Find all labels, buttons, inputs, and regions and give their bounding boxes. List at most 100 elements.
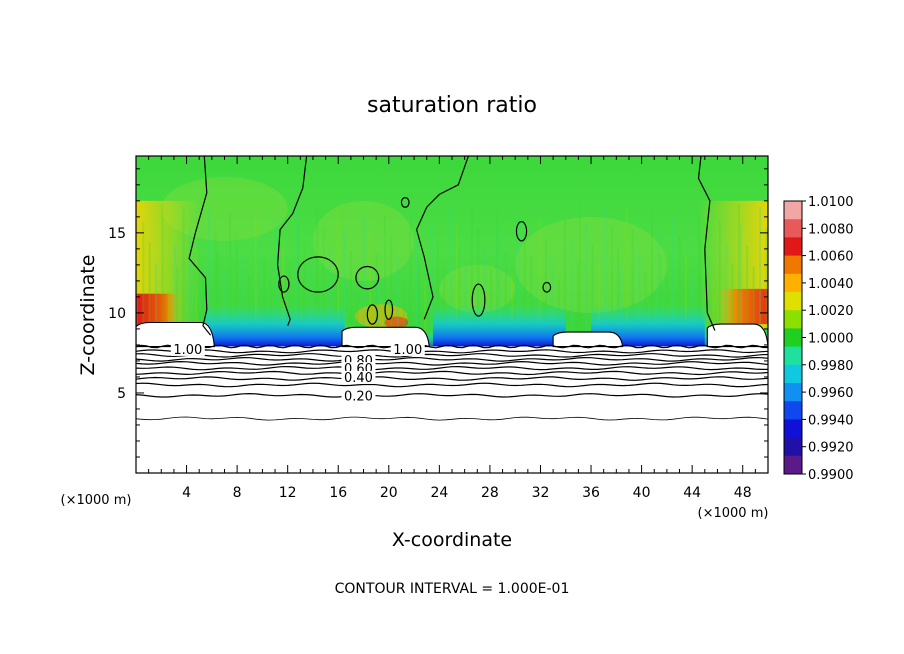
contour-closed [366, 304, 379, 325]
streak [576, 261, 579, 347]
colorbar-label: 0.9920 [808, 441, 854, 456]
cloud-mound [341, 326, 430, 348]
colorbar-swatch [784, 292, 802, 311]
streak [242, 255, 245, 347]
contour-closed [542, 281, 552, 293]
streak [254, 216, 257, 347]
streak [551, 258, 554, 347]
colorbar-label: 0.9940 [808, 413, 854, 428]
streak [229, 213, 232, 347]
colorbar-swatch [784, 273, 802, 293]
streak [362, 212, 365, 347]
contour-line-upper [188, 156, 212, 336]
streak [684, 256, 687, 347]
red-patch-center [384, 316, 409, 329]
colorbar-swatch [784, 419, 802, 439]
streak [383, 215, 386, 347]
streak [263, 258, 266, 347]
colorbar-label: 1.0060 [808, 250, 854, 265]
contour-label: 1.00 [173, 343, 202, 358]
streak [403, 277, 406, 347]
streak [449, 204, 452, 347]
streak [759, 207, 762, 347]
streak [631, 229, 634, 347]
streak [148, 242, 151, 347]
streak [651, 212, 654, 347]
colorbar-label: 1.0080 [808, 222, 854, 237]
streak [189, 228, 192, 347]
contour-closed [278, 275, 290, 293]
streak [390, 236, 393, 347]
streak [282, 240, 285, 347]
streak [725, 242, 728, 347]
streak [316, 205, 319, 347]
streak [578, 202, 581, 347]
streak [746, 245, 749, 347]
x-tick-label: 32 [532, 485, 550, 501]
streak [369, 232, 372, 347]
light-green-patch [439, 264, 516, 313]
x-tick-label: 36 [582, 485, 600, 501]
streak [235, 234, 238, 347]
x-tick-label: 8 [233, 485, 242, 501]
colorbar-swatch [784, 310, 802, 329]
streak [739, 224, 742, 347]
colorbar-swatch [784, 383, 802, 402]
streak [657, 232, 660, 347]
contour-line [136, 392, 768, 398]
colorbar-label: 0.9980 [808, 359, 854, 374]
y-tick-label: 15 [108, 226, 126, 242]
contour-lines [136, 156, 768, 421]
cloud-mound [136, 321, 215, 348]
streak [256, 237, 259, 347]
contour-line-cloud-base [136, 344, 768, 349]
streak [424, 280, 427, 347]
streak [436, 242, 439, 347]
contour-interval-note: CONTOUR INTERVAL = 1.000E-01 [335, 581, 570, 597]
streak [195, 248, 198, 347]
streak [201, 269, 204, 347]
contour-label: 0.40 [344, 371, 373, 386]
y-unit-label: (×1000 m) [61, 493, 132, 508]
streak [737, 204, 740, 347]
red-plume-left [136, 293, 182, 326]
streak [396, 256, 399, 347]
streak [470, 207, 473, 347]
colorbar-swatch [784, 364, 802, 384]
contour-line [136, 356, 768, 362]
streak [417, 260, 420, 347]
colorbar-label: 1.0040 [808, 277, 854, 292]
y-tick-label: 5 [117, 386, 126, 402]
contour-line [136, 360, 768, 366]
streak [409, 218, 412, 347]
streak [208, 210, 211, 347]
x-axis-label: X-coordinate [392, 529, 512, 551]
streak [415, 239, 418, 347]
streak [167, 224, 170, 347]
streak [517, 213, 520, 347]
streak [570, 240, 573, 347]
saturation-field [136, 156, 768, 473]
contour-label-bg [170, 342, 205, 356]
x-tick-label: 28 [481, 485, 499, 501]
streak [591, 244, 594, 347]
streak [356, 271, 359, 347]
colorbar-label: 1.0020 [808, 304, 854, 319]
streak [477, 228, 480, 347]
streak [443, 263, 446, 347]
streak [174, 245, 177, 347]
streak [136, 280, 138, 347]
streak [697, 218, 700, 347]
streak [275, 220, 278, 347]
streak [678, 236, 681, 347]
contour-label: 0.20 [344, 389, 373, 404]
streak [610, 226, 613, 347]
streak [176, 266, 179, 347]
colorbar-swatch [784, 255, 802, 275]
contour-label-bg [341, 389, 376, 403]
contour-line [136, 365, 768, 371]
contour-line [136, 382, 768, 388]
contour-closed [355, 265, 380, 290]
x-tick-label: 12 [279, 485, 297, 501]
streak [297, 223, 300, 347]
